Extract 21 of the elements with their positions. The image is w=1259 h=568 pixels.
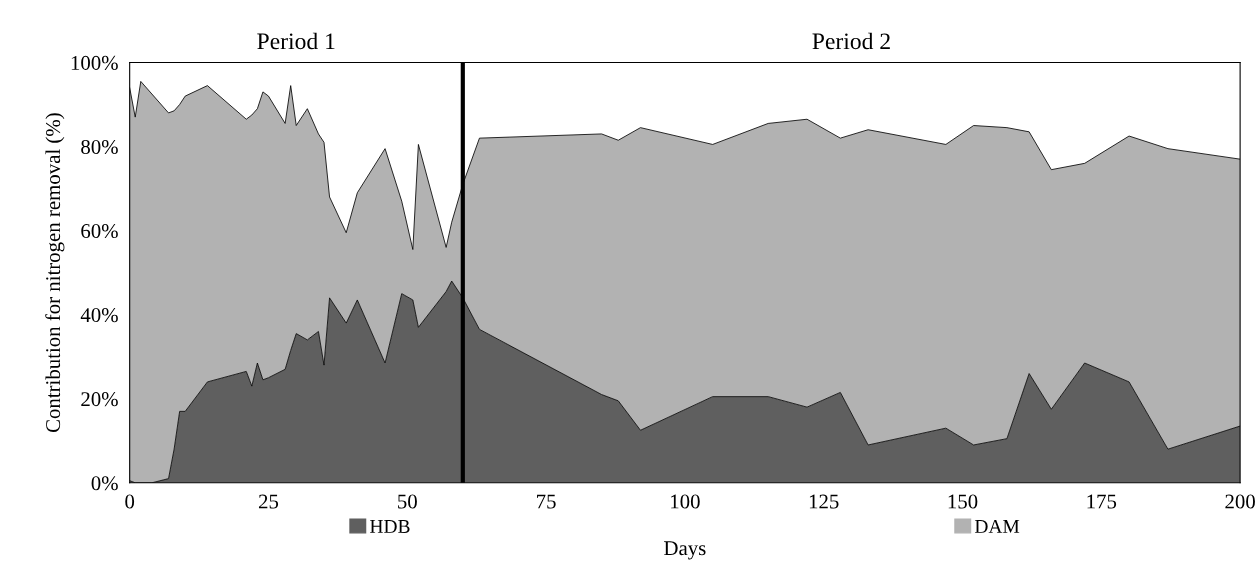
x-tick-label: 175 (1087, 494, 1117, 509)
x-tick-label: 100 (671, 494, 700, 509)
x-tick-label: 200 (1225, 494, 1255, 509)
legend-label: HDB (370, 520, 410, 533)
y-tick-label: 20% (81, 392, 118, 407)
y-tick-label: 80% (81, 139, 118, 155)
y-tick-label: 60% (81, 223, 118, 239)
y-tick-label: 100% (71, 55, 118, 70)
y-tick-label: 40% (80, 308, 118, 323)
text: Period 2 (812, 32, 890, 50)
legend-label: DAM (974, 519, 1020, 533)
y-tick-label: 0% (91, 476, 118, 491)
y-axis-title: Contribution for nitrogen removal (%) (45, 113, 65, 433)
x-tick-label: 50 (398, 494, 417, 509)
x-tick-label: 150 (948, 494, 978, 509)
x-tick-label: 75 (537, 494, 556, 509)
x-tick-label: 125 (809, 494, 839, 509)
x-tick-label: 0 (125, 494, 135, 509)
x-tick-label: 25 (258, 494, 279, 509)
x-axis-title: Days (664, 541, 706, 560)
text: Period 1 (257, 32, 335, 50)
